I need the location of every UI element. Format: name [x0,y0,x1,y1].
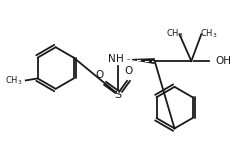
Text: O: O [125,66,133,76]
Text: N: N [108,54,116,64]
Text: S: S [114,90,122,100]
Text: H: H [116,54,124,64]
Text: CH$_3$: CH$_3$ [166,27,183,40]
Polygon shape [126,58,155,64]
Text: OH: OH [215,56,231,66]
Text: CH$_3$: CH$_3$ [5,74,23,87]
Text: CH$_3$: CH$_3$ [200,27,218,40]
Text: O: O [95,70,103,80]
